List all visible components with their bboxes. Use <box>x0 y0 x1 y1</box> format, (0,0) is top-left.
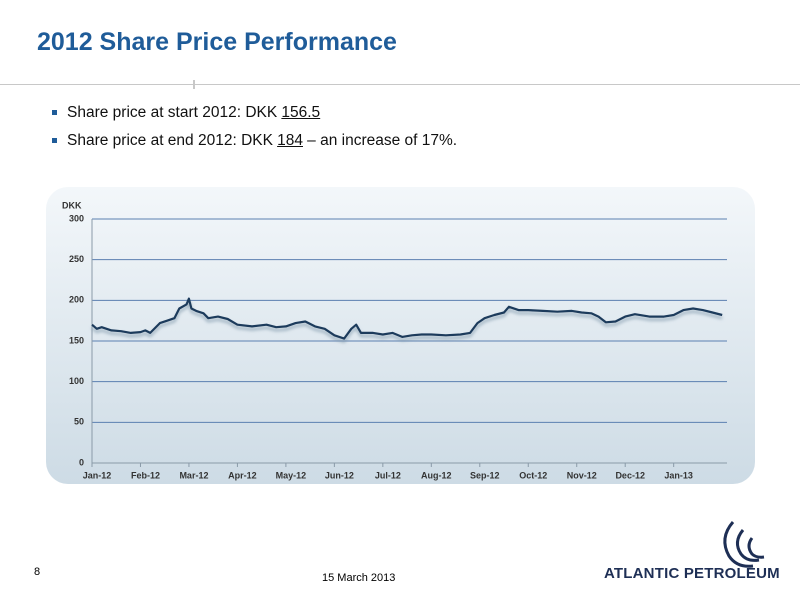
title-rule <box>0 84 800 85</box>
x-tick-label: Mar-12 <box>179 470 208 480</box>
price-line <box>91 297 723 340</box>
bullet: Share price at start 2012: DKK 156.5 <box>52 104 457 122</box>
x-tick-label: Feb-12 <box>131 470 160 480</box>
logo-text: ATLANTIC PETROLEUM <box>604 565 780 582</box>
x-tick-label: Jan-12 <box>83 470 112 480</box>
bullet-list: Share price at start 2012: DKK 156.5 Shar… <box>52 104 457 160</box>
y-tick-label: 0 <box>79 457 84 467</box>
bullet-text: – an increase of 17%. <box>307 132 458 149</box>
y-tick-label: 100 <box>69 376 84 386</box>
title-rule-mark <box>193 80 195 89</box>
bullet-text: Share price at start 2012: DKK <box>67 104 278 121</box>
x-tick-label: Nov-12 <box>567 470 597 480</box>
x-tick-label: Jul-12 <box>375 470 401 480</box>
bullet: Share price at end 2012: DKK 184– an incr… <box>52 132 457 150</box>
x-tick-label: Aug-12 <box>421 470 452 480</box>
y-tick-label: 50 <box>74 417 84 427</box>
y-tick-label: 150 <box>69 335 84 345</box>
x-tick-label: Jan-13 <box>664 470 693 480</box>
x-tick-label: May-12 <box>276 470 307 480</box>
footer-date: 15 March 2013 <box>322 572 396 584</box>
y-tick-label: 200 <box>69 295 84 305</box>
slide-title: 2012 Share Price Performance <box>37 28 397 56</box>
bullet-figure: 156.5 <box>281 104 321 121</box>
x-tick-label: Apr-12 <box>228 470 257 480</box>
x-tick-label: Oct-12 <box>519 470 547 480</box>
x-tick-label: Dec-12 <box>615 470 645 480</box>
bullet-text: Share price at end 2012: DKK <box>67 132 273 149</box>
x-tick-label: Sep-12 <box>470 470 500 480</box>
y-tick-label: 250 <box>69 254 84 264</box>
logo-icon <box>723 521 765 568</box>
bullet-figure: 184 <box>277 132 303 149</box>
page-number: 8 <box>34 566 41 578</box>
y-tick-label: 300 <box>69 213 84 223</box>
x-tick-label: Jun-12 <box>325 470 354 480</box>
y-axis-label: DKK <box>62 200 82 210</box>
